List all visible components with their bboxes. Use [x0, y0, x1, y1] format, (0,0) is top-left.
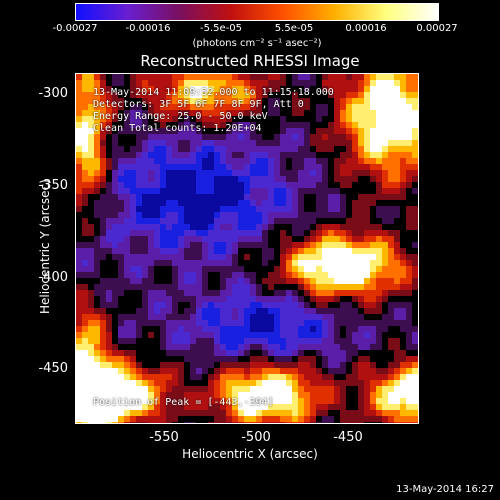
y-tick-label: -350	[38, 178, 68, 193]
colorbar	[75, 3, 439, 21]
y-tick-label: -300	[38, 86, 68, 101]
clean-counts-annotation: Clean Total counts: 1.20E+04	[93, 123, 262, 134]
image-title: Reconstructed RHESSI Image	[140, 52, 360, 70]
energy-range-annotation: Energy Range: 25.0 - 50.0 keV	[93, 111, 268, 122]
colorbar-tick: 0.00027	[416, 23, 458, 34]
colorbar-tick: 5.5e-05	[274, 23, 314, 34]
colorbar-tick: -0.00027	[52, 23, 98, 34]
x-tick-label: -450	[333, 430, 363, 445]
x-tick-label: -550	[149, 430, 179, 445]
y-tick-label: -450	[38, 361, 68, 376]
y-axis-label: Heliocentric Y (arcsec)	[38, 179, 52, 314]
image-plot	[75, 73, 419, 424]
image-heatmap	[76, 74, 418, 423]
y-tick-label: -400	[38, 270, 68, 285]
detectors-annotation: Detectors: 3F 5F 6F 7F 8F 9F, Att 0	[93, 99, 304, 110]
x-tick-label: -500	[241, 430, 271, 445]
time-range-annotation: 13-May-2014 11:09:52.000 to 11:15:18.000	[93, 87, 334, 98]
colorbar-tick: -5.5e-05	[200, 23, 242, 34]
colorbar-tick: 0.00016	[345, 23, 387, 34]
colorbar-tick: -0.00016	[125, 23, 171, 34]
peak-position-annotation: Position of Peak = [-443,-394]	[93, 397, 274, 408]
colorbar-unit-label: (photons cm⁻² s⁻¹ asec⁻²)	[192, 38, 322, 49]
x-axis-label: Heliocentric X (arcsec)	[182, 447, 318, 461]
footer-date: 13-May-2014 16:27	[396, 484, 494, 495]
